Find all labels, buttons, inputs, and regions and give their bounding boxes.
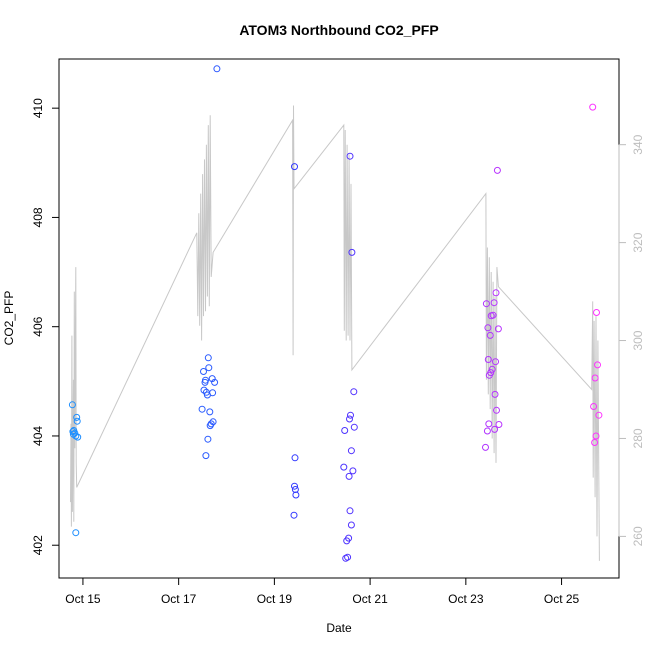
data-point [204,435,212,443]
y-axis: 402 404 406 408 410 [31,98,60,555]
data-point [593,309,600,316]
data-point [487,369,495,377]
data-point [484,324,492,332]
data-point [208,375,216,383]
data-point [493,406,500,414]
data-point [494,325,502,333]
data-point [204,354,212,362]
data-point [594,361,601,369]
data-point [205,364,213,372]
data-point [291,163,298,171]
data-point [492,358,499,366]
data-point [493,166,501,174]
data-point [209,389,217,397]
points-layer [68,65,603,562]
data-point [213,65,221,73]
x-tick-label: Oct 19 [257,592,293,606]
data-point [485,420,493,428]
data-point [482,443,489,451]
data-point [350,423,358,431]
data-point [347,521,355,529]
data-point [595,411,603,419]
data-point [489,311,497,319]
data-point [484,356,492,363]
data-point [200,368,207,375]
data-point [72,529,80,537]
data-point [211,378,219,386]
y2-tick-label: 320 [631,232,645,252]
data-point [346,415,353,423]
data-point [349,467,357,475]
data-point [347,447,355,455]
data-point [347,411,354,419]
x-tick-label: Oct 25 [544,592,580,606]
x-tick-label: Oct 17 [161,592,197,606]
data-point [207,420,215,428]
data-point [482,300,490,308]
data-point [202,452,210,460]
data-point [591,439,599,446]
data-point [202,376,209,384]
data-point [209,418,217,426]
x-tick-label: Oct 15 [65,592,101,606]
data-point [340,463,348,471]
x-tick-label: Oct 21 [352,592,388,606]
data-point [73,413,81,421]
y2-tick-label: 280 [631,428,645,448]
data-point [346,152,354,160]
y-tick-label: 402 [31,535,45,555]
y-axis-label: CO2_PFP [2,291,16,346]
data-point [490,299,498,307]
data-point [491,390,499,398]
data-point [74,433,82,441]
data-point [344,553,352,561]
data-point [589,103,597,111]
data-point [292,491,300,499]
y-tick-label: 404 [31,426,45,446]
x-axis: Oct 15 Oct 17 Oct 19 Oct 21 Oct 23 Oct 25 [65,577,580,606]
data-point [345,534,353,542]
y2-tick-label: 340 [631,134,645,154]
chart-title: ATOM3 Northbound CO2_PFP [239,22,438,38]
data-point [591,374,599,382]
data-point [346,507,354,515]
data-point [68,401,76,409]
data-point [348,248,356,256]
y-tick-label: 408 [31,207,45,227]
data-point [495,421,503,428]
y2-tick-label: 300 [631,330,645,350]
data-point [345,472,353,480]
data-point [198,405,206,413]
y-tick-label: 406 [31,316,45,336]
data-point [291,482,298,490]
data-point [483,427,491,435]
y2-axis: 260 280 300 320 340 [618,134,645,546]
data-point [590,403,598,410]
secondary-series-layer [70,105,600,561]
data-point [592,432,600,440]
data-point [341,427,349,434]
data-point [491,425,499,433]
x-axis-label: Date [326,621,352,635]
data-point [290,511,298,519]
data-point [73,417,81,425]
data-point [488,365,496,373]
y-tick-label: 410 [31,98,45,118]
data-point [350,388,358,396]
data-point [486,331,494,339]
secondary-series-line [70,105,600,561]
y2-tick-label: 260 [631,526,645,546]
data-point [206,408,214,416]
data-point [200,386,208,394]
data-point [492,289,500,297]
data-point [291,454,299,462]
x-tick-label: Oct 23 [448,592,484,606]
